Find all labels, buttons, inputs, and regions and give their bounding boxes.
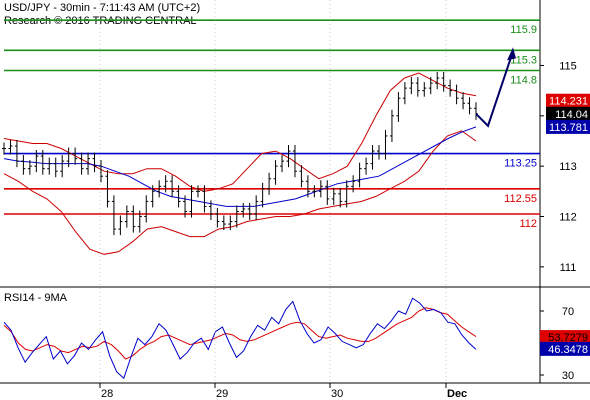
bollinger-bands	[3, 72, 477, 255]
time-axis: 28 29 30 Dec	[99, 0, 467, 400]
level-label: 115.3	[510, 54, 537, 66]
rsi-tick-label: 70	[562, 306, 574, 318]
rsi-box-label: 53.7279	[548, 332, 588, 344]
price-box-label: 113.781	[549, 122, 588, 134]
price-box	[546, 93, 590, 108]
price-tick-label: 111	[560, 262, 577, 274]
price-bars	[2, 72, 478, 236]
price-box	[546, 119, 590, 134]
support-resistance-levels: 115.9 115.3 114.8 113.25 112.55 112	[4, 19, 540, 230]
level-label: 114.8	[510, 74, 537, 86]
bollinger-lower-line	[3, 130, 477, 255]
price-tick-label: 112	[559, 212, 577, 224]
price-axis: 111112113114115	[540, 60, 577, 274]
level-label: 115.9	[510, 24, 537, 36]
rsi-box-label: 46.3478	[548, 344, 588, 356]
forecast-arrow	[475, 47, 516, 128]
day-label: 28	[101, 388, 113, 400]
level-label: 112	[519, 218, 537, 230]
rsi-tick-label: 30	[562, 370, 574, 382]
price-tick-label: 115	[559, 60, 577, 72]
level-label: 112.55	[504, 193, 537, 205]
rsi-panel	[3, 297, 477, 380]
day-label: 29	[216, 388, 228, 400]
forecast-arrowhead	[507, 47, 516, 61]
chart-symbol-header: USD/JPY - 30min - 7:11:43 AM (UTC+2)	[4, 2, 200, 14]
day-label: Dec	[447, 388, 467, 400]
rsi-box	[540, 341, 590, 356]
rsi-ma-line	[3, 307, 477, 360]
price-box-label: 114.04	[555, 109, 588, 121]
level-label: 113.25	[504, 158, 537, 170]
forecast-path	[475, 54, 513, 128]
rsi-box	[540, 330, 590, 345]
rsi-line	[3, 297, 477, 380]
chart-research-header: Research © 2016 TRADING CENTRAL	[4, 15, 197, 27]
ma-line	[3, 126, 477, 207]
price-box	[546, 106, 590, 121]
rsi-title: RSI14 - 9MA	[4, 292, 68, 304]
day-label: 30	[331, 388, 343, 400]
price-box-label: 114.231	[549, 96, 588, 108]
price-tick-label: 113	[559, 161, 577, 173]
moving-average	[3, 126, 477, 207]
bollinger-upper-line	[3, 72, 477, 192]
